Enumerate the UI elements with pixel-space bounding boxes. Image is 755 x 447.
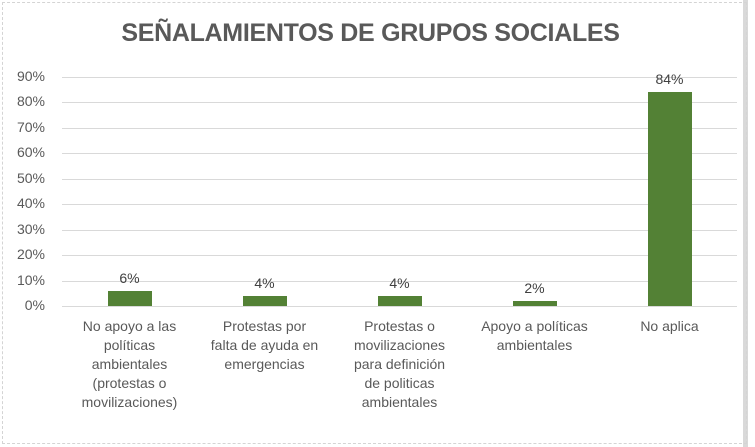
gridline — [62, 153, 737, 155]
gridline — [62, 255, 737, 257]
bar-5 — [647, 92, 692, 306]
gridline — [62, 229, 737, 231]
gridline — [62, 178, 737, 180]
y-axis-tick-label: 60% — [16, 144, 45, 161]
x-axis-label: Protestas por falta de ayuda en emergenc… — [210, 318, 319, 372]
frame-right-strip — [743, 0, 748, 447]
y-axis-tick-label: 20% — [16, 246, 45, 263]
x-axis-label: Apoyo a políticas ambientales — [481, 318, 588, 353]
y-axis-tick-label: 80% — [16, 93, 45, 110]
y-axis-tick-label: 50% — [16, 169, 45, 186]
chart-title: SEÑALAMIENTOS DE GRUPOS SOCIALES — [121, 19, 620, 47]
bar-data-label: 6% — [119, 269, 140, 286]
y-axis-tick-label: 0% — [24, 297, 45, 313]
bar-1 — [107, 290, 152, 306]
gridline — [62, 127, 737, 129]
gridline — [62, 306, 737, 307]
bar-data-label: 4% — [254, 274, 275, 291]
bar-data-label: 4% — [389, 274, 410, 291]
bar-2 — [242, 295, 287, 306]
y-axis-tick-label: 90% — [16, 68, 45, 84]
y-axis-tick-label: 10% — [16, 271, 45, 288]
bar-data-label: 84% — [655, 71, 684, 88]
y-axis-tick-label: 40% — [16, 195, 45, 212]
x-axis-label: Protestas o movilizaciones para definici… — [353, 318, 446, 410]
gridline — [62, 204, 737, 206]
x-axis-label: No aplica — [640, 318, 699, 334]
bar-3 — [377, 295, 422, 306]
gridline — [62, 102, 737, 104]
gridline — [62, 77, 737, 78]
y-axis-tick-label: 70% — [16, 118, 45, 135]
x-axis-label: No apoyo a las políticas ambientales (pr… — [81, 318, 178, 410]
bar-data-label: 2% — [524, 279, 545, 296]
gridline — [62, 280, 737, 282]
bar-4 — [512, 300, 557, 306]
y-axis-tick-label: 30% — [16, 220, 45, 237]
